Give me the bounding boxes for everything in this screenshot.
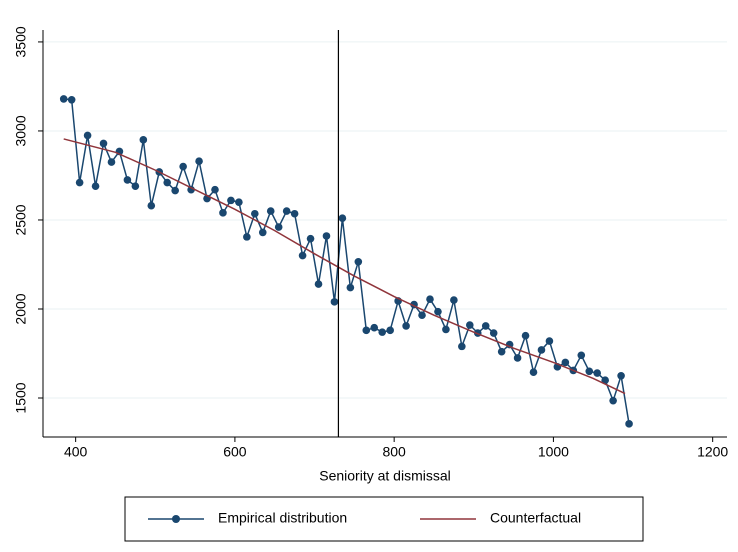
data-point xyxy=(585,367,594,376)
data-point xyxy=(163,178,172,187)
series-line xyxy=(63,98,630,424)
data-point xyxy=(131,182,140,190)
y-tick-label: 3000 xyxy=(13,115,29,146)
data-point xyxy=(466,321,474,329)
data-point xyxy=(99,139,108,148)
series-line xyxy=(63,138,626,395)
data-point xyxy=(59,95,68,103)
data-point xyxy=(346,283,355,292)
data-point xyxy=(298,251,307,260)
x-tick-label: 1200 xyxy=(697,444,728,460)
x-tick-label: 400 xyxy=(64,444,88,460)
data-point xyxy=(227,196,235,205)
data-point xyxy=(75,178,84,187)
data-point xyxy=(561,358,570,367)
y-tick-label: 2000 xyxy=(13,293,29,324)
x-axis-label: Seniority at dismissal xyxy=(319,468,451,484)
data-point xyxy=(211,185,219,194)
legend-label: Empirical distribution xyxy=(218,510,347,526)
data-point xyxy=(625,420,633,428)
data-point xyxy=(83,131,92,140)
legend-label: Counterfactual xyxy=(490,510,581,526)
data-point xyxy=(617,371,625,380)
y-tick-label: 1500 xyxy=(13,382,29,413)
data-point xyxy=(219,209,227,217)
data-point xyxy=(195,157,203,166)
data-point xyxy=(171,186,179,195)
data-point xyxy=(338,214,347,222)
legend-box xyxy=(124,496,644,542)
x-tick-label: 600 xyxy=(223,444,247,460)
data-point xyxy=(179,162,187,171)
data-point xyxy=(266,207,275,215)
legend-marker xyxy=(172,515,180,523)
data-point xyxy=(481,322,490,330)
data-point xyxy=(147,201,156,210)
data-point xyxy=(107,158,116,166)
data-point xyxy=(362,326,371,335)
data-point xyxy=(434,307,442,316)
data-point xyxy=(282,207,291,215)
data-point xyxy=(67,95,76,104)
data-point xyxy=(489,329,498,337)
data-point xyxy=(251,209,259,218)
data-point xyxy=(354,258,363,266)
data-point xyxy=(235,198,243,206)
y-tick-label: 3500 xyxy=(13,26,29,57)
data-point xyxy=(187,185,195,194)
data-point xyxy=(402,322,410,330)
x-tick-label: 1000 xyxy=(538,444,569,460)
data-point xyxy=(290,209,299,218)
data-point xyxy=(545,337,554,345)
data-point xyxy=(322,232,331,240)
data-point xyxy=(497,347,506,356)
data-point xyxy=(370,323,379,332)
data-point xyxy=(426,295,434,303)
data-point xyxy=(386,326,394,335)
data-point xyxy=(442,325,450,334)
data-point xyxy=(537,346,546,354)
data-point xyxy=(139,136,148,144)
y-tick-label: 2500 xyxy=(13,204,29,235)
data-point xyxy=(123,176,132,184)
data-point xyxy=(593,369,602,377)
data-point xyxy=(450,296,458,304)
data-point xyxy=(274,223,283,231)
data-point xyxy=(513,354,522,362)
data-point xyxy=(258,228,267,237)
x-tick-label: 800 xyxy=(382,444,406,460)
data-point xyxy=(577,351,586,360)
data-point xyxy=(330,298,339,306)
data-point xyxy=(458,342,466,351)
data-point xyxy=(529,368,538,376)
data-point xyxy=(91,182,100,190)
data-point xyxy=(243,233,251,241)
data-point xyxy=(418,311,426,320)
data-point xyxy=(378,328,387,336)
data-point xyxy=(609,396,617,405)
data-point xyxy=(314,280,323,288)
data-point xyxy=(601,376,609,385)
data-point xyxy=(306,234,315,243)
data-point xyxy=(521,331,530,340)
